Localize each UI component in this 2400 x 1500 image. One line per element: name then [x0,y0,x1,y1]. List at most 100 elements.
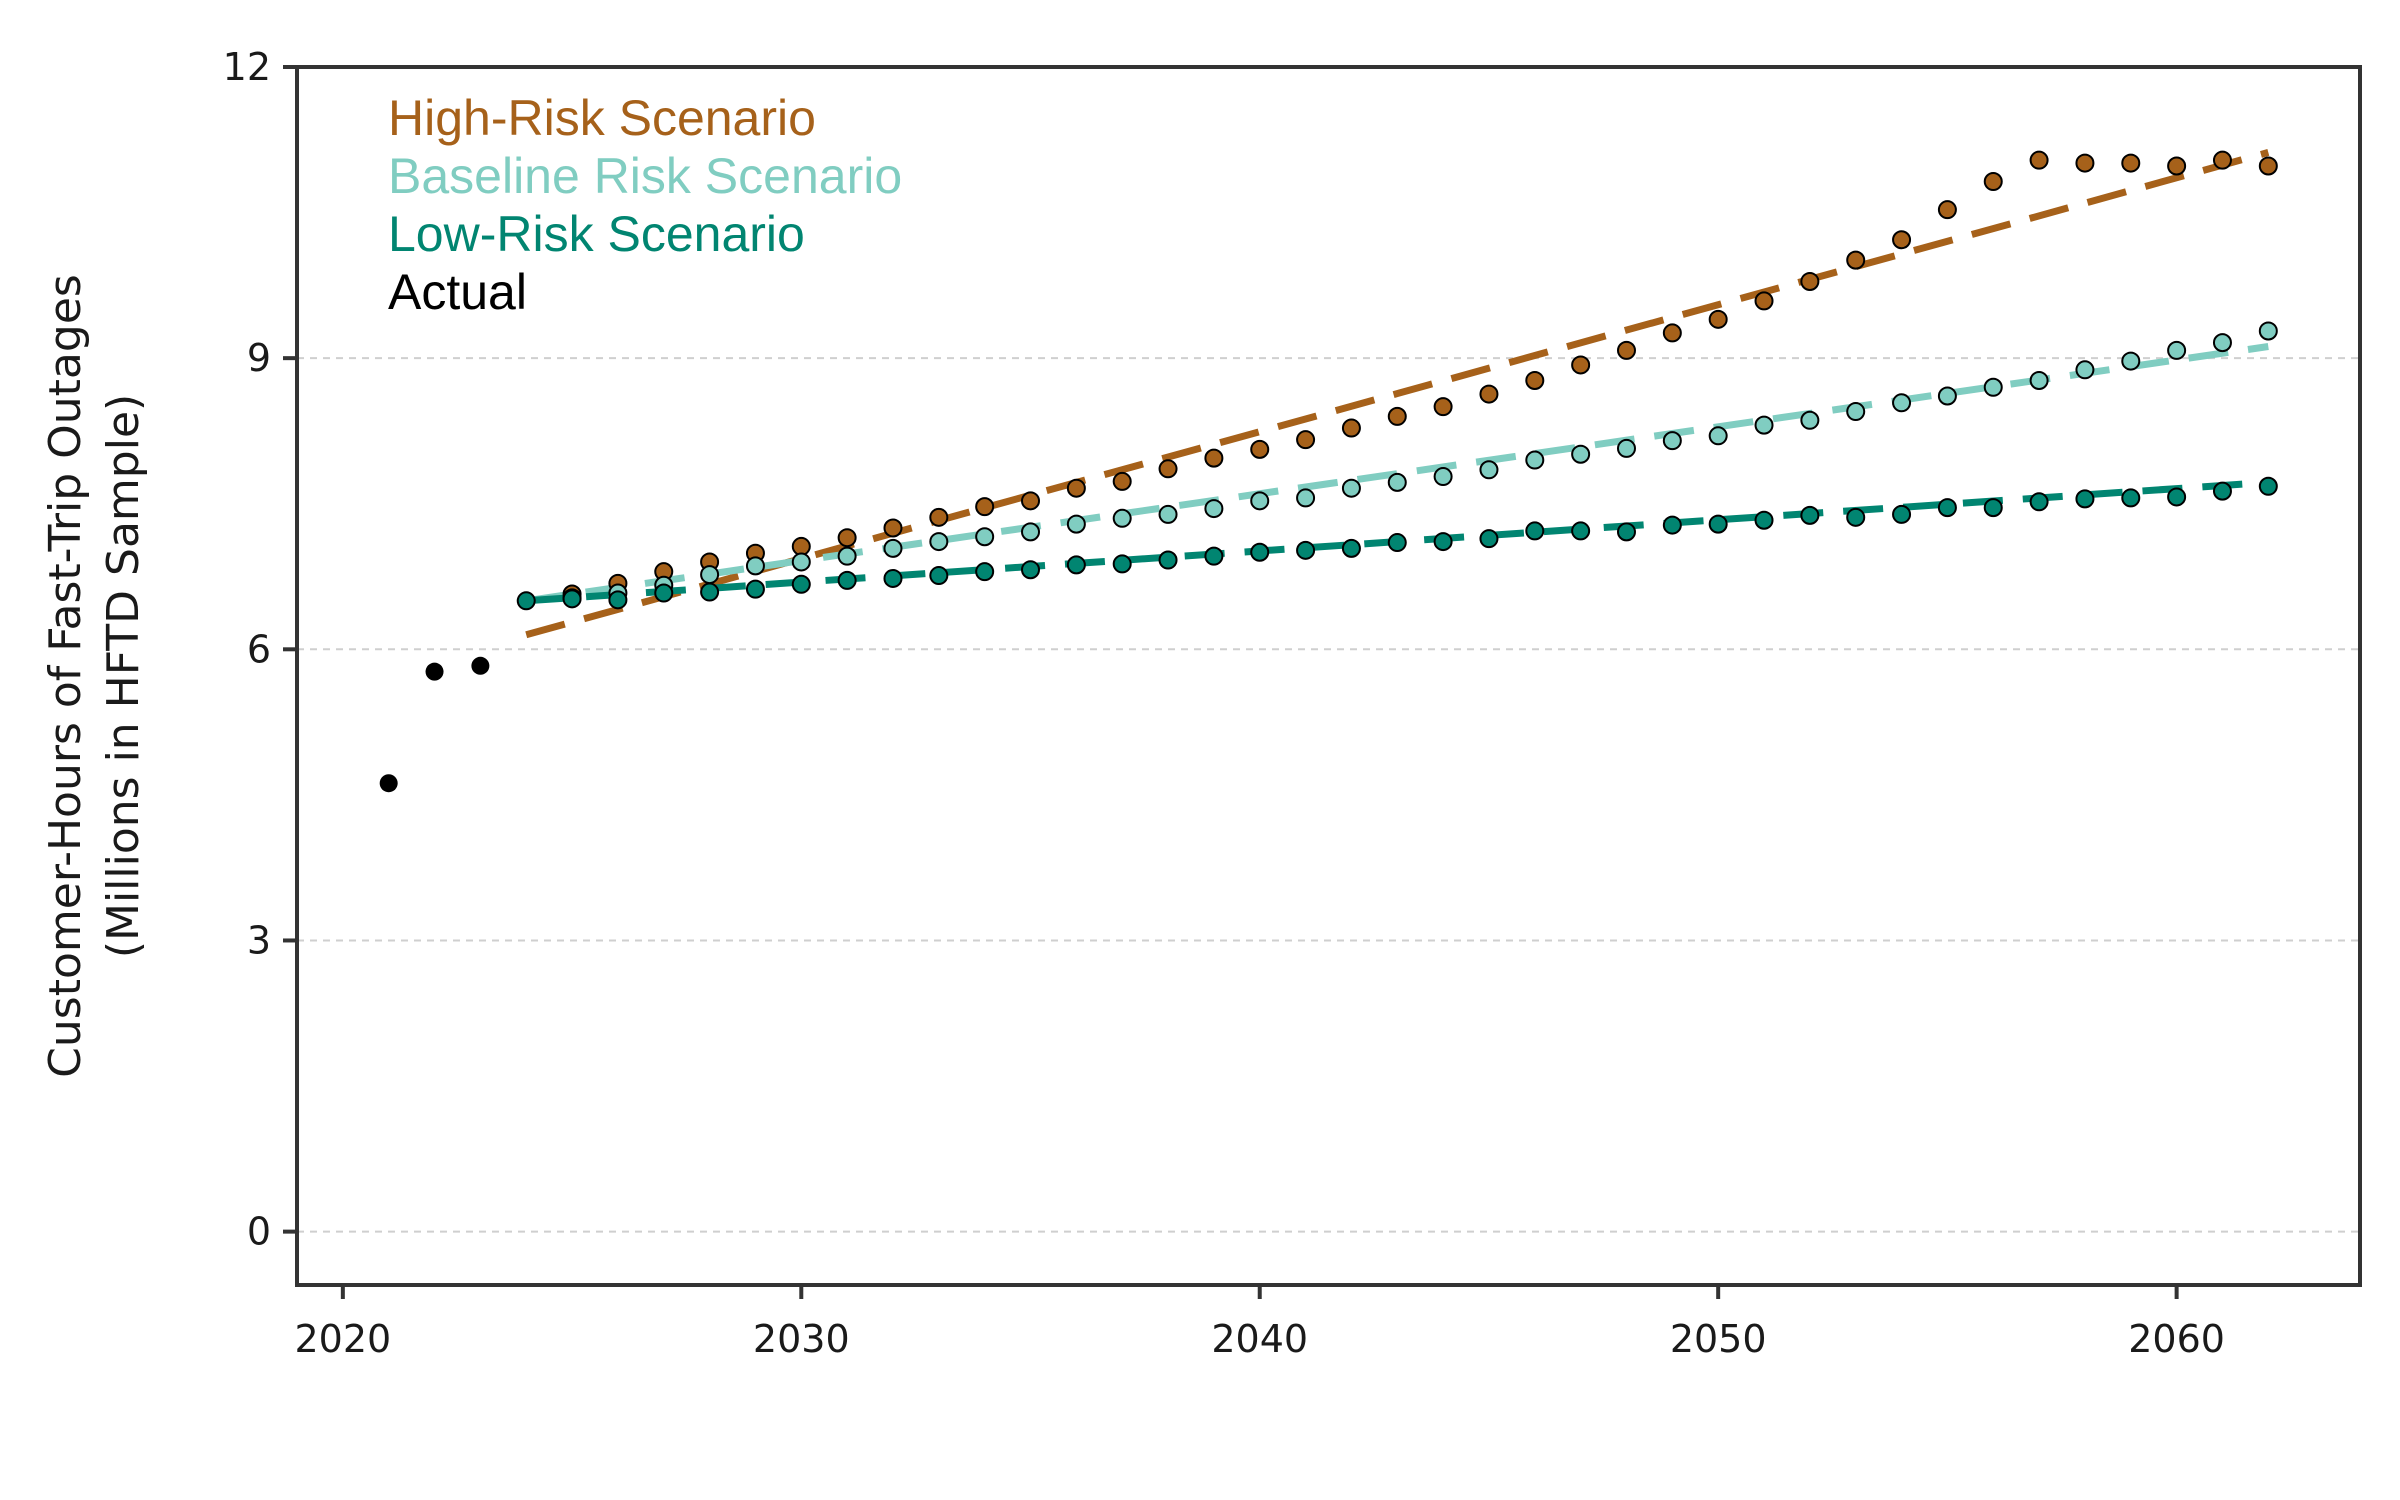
trend-line-high-risk-scenario [525,149,2270,639]
point-baseline-risk-scenario-2044 [1433,467,1453,487]
point-high-risk-scenario-2038 [1158,459,1178,479]
x-tick-label-2060: 2060 [2128,1317,2225,1361]
point-baseline-risk-scenario-2029 [745,556,765,576]
point-low-risk-scenario-2046 [1525,521,1545,541]
point-low-risk-scenario-2048 [1616,522,1636,542]
point-high-risk-scenario-2060 [2167,156,2187,176]
legend-entry-low-risk-scenario: Low-Risk Scenario [388,206,805,262]
y-tick-label-9: 9 [247,336,271,380]
point-baseline-risk-scenario-2061 [2212,333,2232,353]
point-low-risk-scenario-2034 [975,562,995,582]
point-high-risk-scenario-2043 [1387,406,1407,426]
point-baseline-risk-scenario-2055 [1937,386,1957,406]
point-low-risk-scenario-2051 [1754,510,1774,530]
grid-layer [297,357,2360,1233]
point-low-risk-scenario-2043 [1387,533,1407,553]
point-baseline-risk-scenario-2053 [1846,402,1866,422]
point-baseline-risk-scenario-2062 [2258,321,2278,341]
point-low-risk-scenario-2056 [1983,498,2003,518]
point-high-risk-scenario-2051 [1754,291,1774,311]
point-low-risk-scenario-2057 [2029,492,2049,512]
point-high-risk-scenario-2041 [1296,430,1316,450]
plot-frame [295,65,2362,1287]
x-tick-label-2020: 2020 [294,1317,391,1361]
point-low-risk-scenario-2041 [1296,540,1316,560]
point-high-risk-scenario-2039 [1204,448,1224,468]
point-actual-2023 [471,656,490,675]
point-baseline-risk-scenario-2058 [2075,360,2095,380]
point-high-risk-scenario-2055 [1937,200,1957,220]
point-low-risk-scenario-2060 [2167,487,2187,507]
point-low-risk-scenario-2035 [1021,560,1041,580]
point-baseline-risk-scenario-2031 [837,546,857,566]
point-high-risk-scenario-2044 [1433,397,1453,417]
point-baseline-risk-scenario-2045 [1479,460,1499,480]
y-axis-title-line-1: Customer-Hours of Fast-Trip Outages [40,274,91,1078]
point-baseline-risk-scenario-2034 [975,527,995,547]
point-high-risk-scenario-2030 [791,536,811,556]
y-tick-label-12: 12 [223,45,271,89]
point-baseline-risk-scenario-2028 [700,565,720,585]
point-baseline-risk-scenario-2030 [791,552,811,572]
point-high-risk-scenario-2056 [1983,172,2003,192]
point-low-risk-scenario-2047 [1571,521,1591,541]
point-high-risk-scenario-2050 [1708,309,1728,329]
point-low-risk-scenario-2024 [516,591,536,611]
point-low-risk-scenario-2050 [1708,514,1728,534]
point-baseline-risk-scenario-2060 [2167,340,2187,360]
point-low-risk-scenario-2061 [2212,481,2232,501]
point-high-risk-scenario-2034 [975,497,995,517]
point-low-risk-scenario-2049 [1662,515,1682,535]
point-baseline-risk-scenario-2036 [1066,514,1086,534]
point-baseline-risk-scenario-2056 [1983,377,2003,397]
point-low-risk-scenario-2033 [929,566,949,586]
point-high-risk-scenario-2054 [1892,230,1912,250]
legend-entry-actual: Actual [388,264,527,320]
axis-layer: 0 3 6 9 12 2020 2030 2040 2050 2060 [223,45,2225,1361]
point-baseline-risk-scenario-2032 [883,538,903,558]
point-high-risk-scenario-2046 [1525,370,1545,390]
point-low-risk-scenario-2055 [1937,498,1957,518]
point-high-risk-scenario-2033 [929,507,949,527]
point-low-risk-scenario-2032 [883,568,903,588]
point-baseline-risk-scenario-2033 [929,532,949,552]
point-high-risk-scenario-2045 [1479,384,1499,404]
y-axis-title: Customer-Hours of Fast-Trip Outages (Mill… [40,274,149,1078]
point-baseline-risk-scenario-2048 [1616,438,1636,458]
point-high-risk-scenario-2031 [837,528,857,548]
point-low-risk-scenario-2059 [2121,488,2141,508]
y-tick-label-6: 6 [247,627,271,671]
point-baseline-risk-scenario-2046 [1525,450,1545,470]
point-high-risk-scenario-2053 [1846,250,1866,270]
point-high-risk-scenario-2062 [2258,156,2278,176]
point-baseline-risk-scenario-2042 [1341,478,1361,498]
point-baseline-risk-scenario-2054 [1892,393,1912,413]
point-baseline-risk-scenario-2035 [1021,522,1041,542]
point-baseline-risk-scenario-2052 [1800,410,1820,430]
point-high-risk-scenario-2040 [1250,439,1270,459]
point-layer [379,150,2278,793]
point-high-risk-scenario-2036 [1066,478,1086,498]
trend-line-baseline-risk-scenario [525,343,2269,605]
point-low-risk-scenario-2044 [1433,532,1453,552]
point-high-risk-scenario-2042 [1341,418,1361,438]
point-low-risk-scenario-2058 [2075,489,2095,509]
point-baseline-risk-scenario-2040 [1250,491,1270,511]
point-low-risk-scenario-2054 [1892,504,1912,524]
legend-entry-baseline-risk-scenario: Baseline Risk Scenario [388,148,902,204]
point-baseline-risk-scenario-2051 [1754,415,1774,435]
point-high-risk-scenario-2035 [1021,491,1041,511]
point-high-risk-scenario-2037 [1112,471,1132,491]
point-high-risk-scenario-2048 [1616,340,1636,360]
x-tick-label-2030: 2030 [753,1317,850,1361]
point-baseline-risk-scenario-2057 [2029,370,2049,390]
point-low-risk-scenario-2031 [837,570,857,590]
point-high-risk-scenario-2049 [1662,323,1682,343]
point-baseline-risk-scenario-2047 [1571,444,1591,464]
point-low-risk-scenario-2037 [1112,554,1132,574]
point-baseline-risk-scenario-2039 [1204,499,1224,519]
point-low-risk-scenario-2028 [700,582,720,602]
